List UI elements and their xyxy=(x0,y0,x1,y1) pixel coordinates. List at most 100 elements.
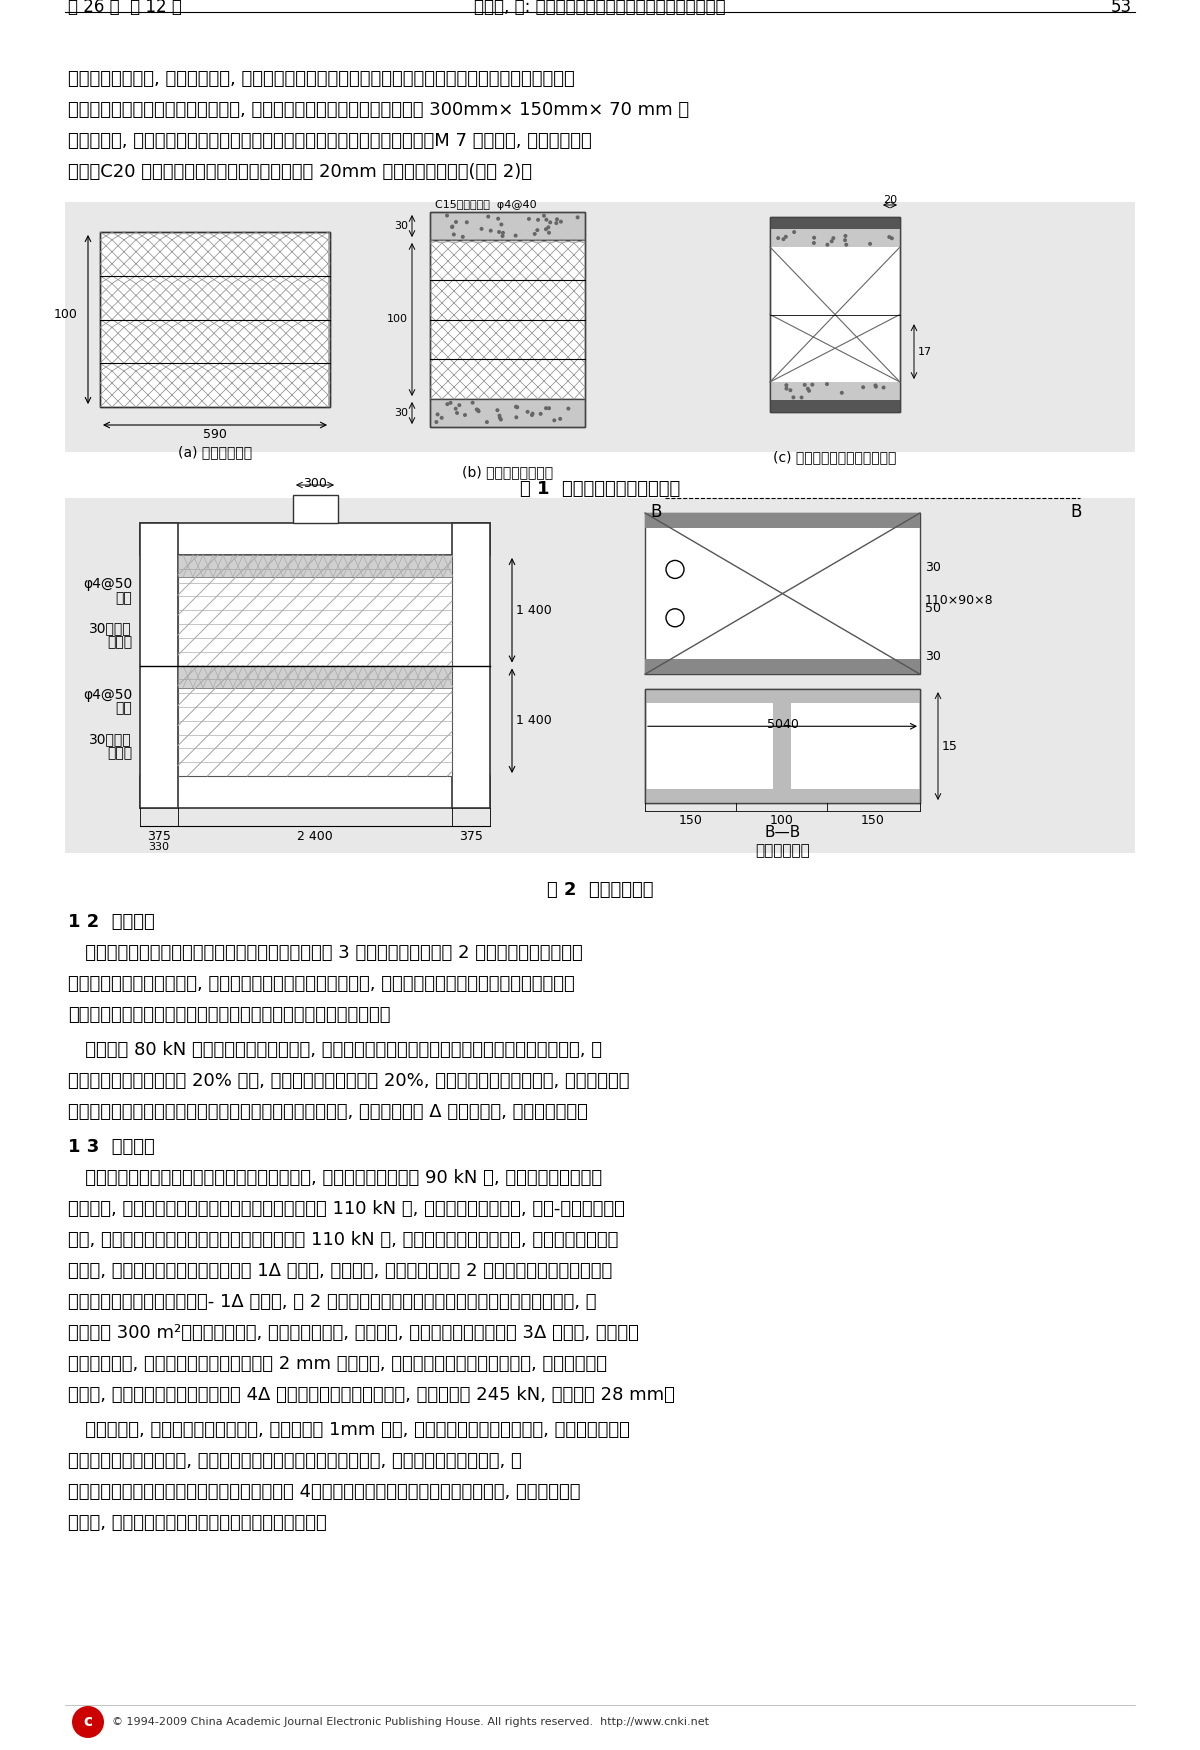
Text: φ4@50: φ4@50 xyxy=(83,688,132,702)
Circle shape xyxy=(781,238,786,242)
Text: 1 400: 1 400 xyxy=(516,714,552,728)
Text: 力的方法逐级加载。至墙体初裂时采用控制位移的加载法式, 即按初裂位移 Δ 的倍数分级, 直至试件破坏。: 力的方法逐级加载。至墙体初裂时采用控制位移的加载法式, 即按初裂位移 Δ 的倍数… xyxy=(68,1102,588,1122)
Circle shape xyxy=(449,401,452,404)
Text: 20: 20 xyxy=(883,194,898,205)
Circle shape xyxy=(545,217,548,222)
Circle shape xyxy=(544,228,548,231)
Text: © 1994-2009 China Academic Journal Electronic Publishing House. All rights reser: © 1994-2009 China Academic Journal Elect… xyxy=(112,1717,709,1727)
Circle shape xyxy=(666,609,684,626)
Text: 590: 590 xyxy=(203,429,227,441)
Circle shape xyxy=(554,220,558,226)
Circle shape xyxy=(515,415,518,420)
Bar xyxy=(178,665,452,688)
Text: B: B xyxy=(1070,502,1081,522)
Bar xyxy=(140,523,178,808)
Circle shape xyxy=(788,388,792,392)
Text: 30厚细石: 30厚细石 xyxy=(89,621,132,635)
Circle shape xyxy=(566,406,570,411)
Bar xyxy=(770,229,900,247)
Circle shape xyxy=(498,413,502,418)
Circle shape xyxy=(792,229,796,234)
Circle shape xyxy=(486,215,491,219)
Circle shape xyxy=(454,220,458,224)
Circle shape xyxy=(439,416,444,420)
Text: 试验时将 80 kN 竖向荷载一次性施加到位, 并保证竖向荷载恒定不变。反复水平荷载采用分级施加, 初: 试验时将 80 kN 竖向荷载一次性施加到位, 并保证竖向荷载恒定不变。反复水平… xyxy=(68,1041,602,1059)
Circle shape xyxy=(844,234,847,238)
Text: 塑性铰, 仅在柱脚部位和梁端出现了局部的屈服现象。: 塑性铰, 仅在柱脚部位和梁端出现了局部的屈服现象。 xyxy=(68,1514,326,1531)
Text: 梁柱节点大样: 梁柱节点大样 xyxy=(755,844,810,858)
Bar xyxy=(65,499,1135,852)
Text: (a) 空腔结构砌块: (a) 空腔结构砌块 xyxy=(178,444,252,458)
Circle shape xyxy=(829,240,834,243)
Text: 第 26 卷  第 12 期: 第 26 卷 第 12 期 xyxy=(68,0,182,16)
Bar xyxy=(430,399,586,427)
Bar xyxy=(65,201,1135,452)
Circle shape xyxy=(552,418,557,422)
Text: 图 2  框架试件详图: 图 2 框架试件详图 xyxy=(547,880,653,900)
Circle shape xyxy=(499,418,503,422)
Circle shape xyxy=(488,229,493,233)
Circle shape xyxy=(840,390,844,396)
Text: 图 1  空腔结构复合砌体构成图: 图 1 空腔结构复合砌体构成图 xyxy=(520,480,680,499)
Circle shape xyxy=(475,408,479,411)
Text: 层细石混凝土有剥离现象。在- 1Δ 循环时, 第 2 层墙片顶部靠近水平荷载千斤顶处砂浆面层轻微剥落, 面: 层细石混凝土有剥离现象。在- 1Δ 循环时, 第 2 层墙片顶部靠近水平荷载千斤… xyxy=(68,1293,596,1311)
Circle shape xyxy=(72,1706,104,1738)
Circle shape xyxy=(457,402,461,408)
Text: 50: 50 xyxy=(925,602,941,614)
Text: 53: 53 xyxy=(1111,0,1132,16)
Circle shape xyxy=(497,229,502,234)
Circle shape xyxy=(785,387,788,390)
Circle shape xyxy=(576,215,580,219)
Text: B: B xyxy=(650,502,661,522)
Text: 2 400: 2 400 xyxy=(298,830,332,844)
Circle shape xyxy=(810,383,815,387)
Bar xyxy=(430,212,586,240)
Circle shape xyxy=(868,242,872,245)
Circle shape xyxy=(496,408,499,413)
Text: 模型砖砌筑, 两侧各包覆钢板网和细石混凝土构成复合填充墙。砌筑砂浆采用M 7 水泥砂浆, 填充墙体的面: 模型砖砌筑, 两侧各包覆钢板网和细石混凝土构成复合填充墙。砌筑砂浆采用M 7 水… xyxy=(68,131,592,150)
Text: (c) 空腔结构复合砌体局部尺寸: (c) 空腔结构复合砌体局部尺寸 xyxy=(773,450,896,464)
Circle shape xyxy=(799,396,804,399)
Text: 375: 375 xyxy=(148,830,170,844)
Text: 体性依然较好。由此可见, 通过填充墙面层与内部砌体的协同工作, 改善了墙面的内力分布, 提: 体性依然较好。由此可见, 通过填充墙面层与内部砌体的协同工作, 改善了墙面的内力… xyxy=(68,1452,522,1470)
Text: (b) 空腔结构复合砌体: (b) 空腔结构复合砌体 xyxy=(462,466,553,480)
Text: 100: 100 xyxy=(386,315,408,324)
Bar xyxy=(178,665,452,775)
Circle shape xyxy=(436,413,439,416)
Circle shape xyxy=(464,220,469,224)
Text: φ4@50: φ4@50 xyxy=(83,578,132,592)
Text: 混凝土: 混凝土 xyxy=(107,746,132,760)
Bar xyxy=(178,555,452,578)
Text: 切的粘结协同工作, 形成一个整体, 达到延缓墙体开裂和提高抗剪强度的目的。试件采用空腔结构材料复合: 切的粘结协同工作, 形成一个整体, 达到延缓墙体开裂和提高抗剪强度的目的。试件采… xyxy=(68,70,575,88)
Circle shape xyxy=(499,222,503,226)
Circle shape xyxy=(824,382,829,387)
Bar xyxy=(770,401,900,411)
Text: 1 2  加载装置: 1 2 加载装置 xyxy=(68,914,155,931)
Circle shape xyxy=(792,396,796,399)
Text: 110×90×8: 110×90×8 xyxy=(925,593,994,607)
Circle shape xyxy=(498,416,502,420)
Text: 在反力墙上的拉压作动器施加对框架顶层梁中心线的水平反复荷载。: 在反力墙上的拉压作动器施加对框架顶层梁中心线的水平反复荷载。 xyxy=(68,1006,390,1024)
Circle shape xyxy=(547,231,551,234)
Circle shape xyxy=(826,243,829,247)
Circle shape xyxy=(450,224,455,229)
Circle shape xyxy=(808,388,811,392)
Bar xyxy=(100,233,330,408)
Circle shape xyxy=(514,404,518,410)
Circle shape xyxy=(544,406,548,410)
Circle shape xyxy=(530,413,534,416)
Circle shape xyxy=(461,234,464,238)
Circle shape xyxy=(844,238,847,242)
Bar xyxy=(430,240,586,399)
Circle shape xyxy=(806,387,810,390)
Circle shape xyxy=(500,234,504,238)
Text: 未设置锚拉筋, 墙体与框架柱之间已形成约 2 mm 宽的通缝, 墙体与框架的粘结已基本破坏, 但在水平荷载: 未设置锚拉筋, 墙体与框架柱之间已形成约 2 mm 宽的通缝, 墙体与框架的粘结… xyxy=(68,1354,607,1374)
Circle shape xyxy=(514,233,517,238)
Text: 试验在武汉理工大学结构试验室进行。试验装置如图 3 所示。框架柱顶端用 2 个油压千斤顶和反力梁: 试验在武汉理工大学结构试验室进行。试验装置如图 3 所示。框架柱顶端用 2 个油… xyxy=(68,943,583,963)
Text: 试验结束时, 墙体上的裂缝分布均匀, 裂缝宽度约 1mm 左右, 没有形成明显的对角斜裂缝, 复合填充墙的整: 试验结束时, 墙体上的裂缝分布均匀, 裂缝宽度约 1mm 左右, 没有形成明显的… xyxy=(68,1421,630,1438)
Text: 层采用C20 细石混凝土。钢板网采用网格尺寸为 20mm 的棱形网格钢板网(见图 2)。: 层采用C20 细石混凝土。钢板网采用网格尺寸为 20mm 的棱形网格钢板网(见图… xyxy=(68,163,532,180)
Circle shape xyxy=(480,228,484,231)
Bar xyxy=(140,775,490,808)
Text: 积大约为 300 m²。在加载过程中, 新裂缝不断出现, 与此同时, 原有裂缝继续发展。在 3Δ 循环时, 由于试验: 积大约为 300 m²。在加载过程中, 新裂缝不断出现, 与此同时, 原有裂缝继… xyxy=(68,1325,638,1342)
Bar xyxy=(646,789,920,803)
